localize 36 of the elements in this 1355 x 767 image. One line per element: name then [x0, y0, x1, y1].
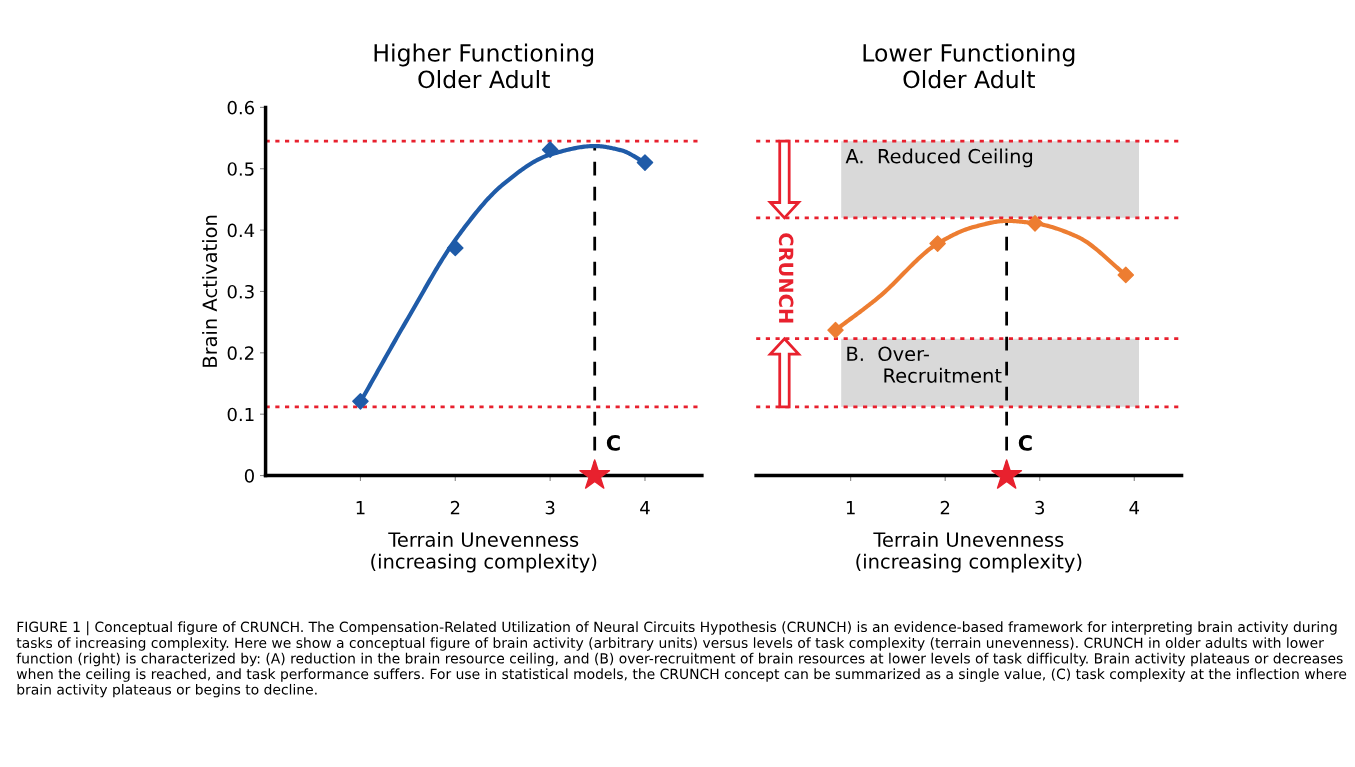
x-axis-title: Terrain Unevenness (increasing complexity) — [371, 531, 597, 573]
y-axis-title: Brain Activation — [202, 215, 218, 367]
y-tick-label: 0.5 — [227, 162, 254, 176]
point — [541, 141, 559, 159]
point — [929, 235, 946, 252]
band-label: B. Over- Recruitment — [847, 346, 1002, 383]
x-axis-title: Terrain Unevenness (increasing complexity) — [856, 531, 1082, 573]
x-tick-label: 4 — [1129, 501, 1140, 515]
point — [352, 392, 369, 410]
x-tick-label: 2 — [940, 500, 950, 515]
x-tick-label: 4 — [640, 501, 650, 515]
point — [827, 321, 844, 339]
x-tick-label: 3 — [545, 500, 555, 515]
band-label: A. Reduced Ceiling — [845, 148, 1033, 168]
point — [446, 239, 464, 257]
point — [636, 154, 654, 171]
point — [991, 459, 1023, 489]
chart-title: Higher Functioning Older Adult — [374, 43, 594, 89]
x-tick-label: 1 — [356, 501, 365, 515]
point — [579, 459, 611, 489]
caption: FIGURE 1 | Conceptual figure of CRUNCH. The Compensation-Related Utilization of Neural Circuits Hypothesis (CRUNCH) is an evidence-based framework for interpreting brain activity during tasks of increasing complexity. Here we show a conceptual figure of brain activity (arbitrary units) versus levels of task complexity (terrain unevenness). CRUNCH in older adults with lower function (right) is characterized by: (A) reduction in the brain resource ceiling, and (B) over-recruitment of brain resources at lower levels of task difficulty. Brain activity plateaus or decreases when the ceiling is reached, and task performance suffers. For use in statistical models, the CRUNCH concept can be summarized as a single value, (C) task complexity at the inflection where brain activity plateaus or begins to decline. — [16, 621, 1347, 698]
annotation: C — [606, 435, 620, 451]
annotation: CRUNCH — [778, 233, 794, 323]
x-tick-label: 1 — [846, 501, 855, 515]
annotation: C — [1018, 435, 1032, 451]
chart-title: Lower Functioning Older Adult — [863, 43, 1075, 89]
point — [1117, 266, 1135, 284]
y-tick-label: 0.4 — [227, 223, 255, 238]
x-tick-label: 2 — [450, 500, 460, 515]
y-tick-label: 0.3 — [227, 284, 254, 299]
y-tick-label: 0 — [244, 469, 254, 483]
y-tick-label: 0.6 — [227, 100, 255, 115]
x-tick-label: 3 — [1035, 500, 1045, 515]
point — [1026, 215, 1044, 232]
y-tick-label: 0.2 — [227, 346, 254, 360]
y-tick-label: 0.1 — [227, 407, 254, 422]
